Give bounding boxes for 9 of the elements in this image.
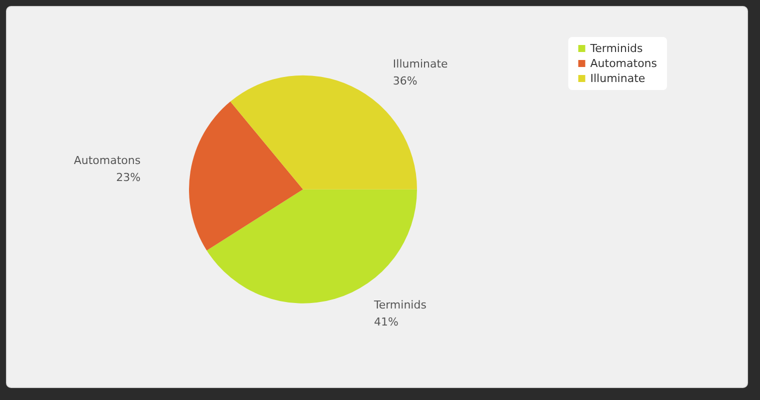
- data-label: 23%: [116, 171, 141, 184]
- data-label: 41%: [374, 315, 398, 328]
- legend-label: Terminids: [589, 42, 643, 55]
- slice-label: Terminids: [372, 298, 427, 312]
- legend-label: Automatons: [590, 57, 658, 70]
- slice-label: Illuminate: [392, 58, 448, 71]
- data-label: 36%: [392, 74, 418, 88]
- legend-label: Illuminate: [590, 72, 646, 85]
- slice-label: Automatons: [74, 154, 141, 168]
